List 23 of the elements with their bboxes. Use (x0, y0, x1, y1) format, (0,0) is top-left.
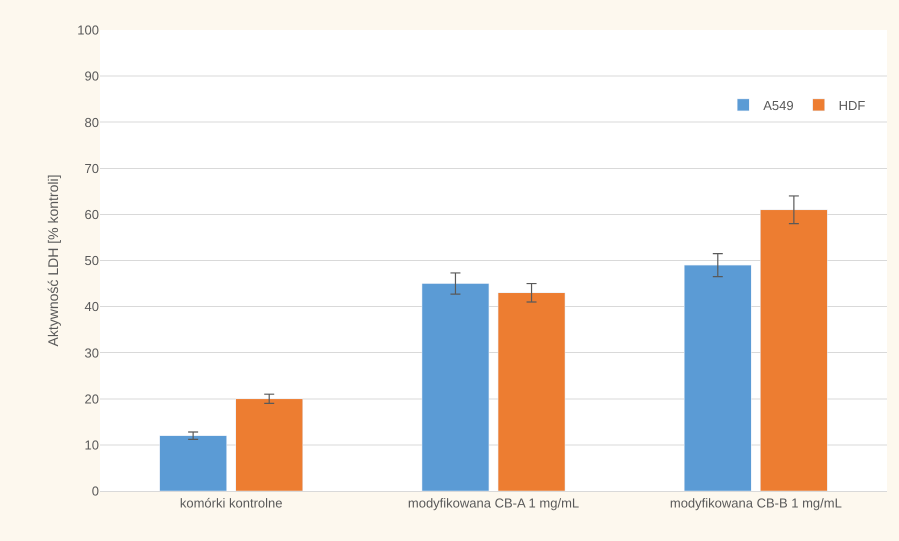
bar (235, 398, 303, 491)
y-tick-label: 0 (92, 484, 99, 499)
y-axis-title: Aktywność LDH [% kontroli] (44, 174, 61, 346)
x-tick-label: modyfikowana CB-A 1 mg/mL (408, 496, 580, 511)
y-tick-label: 60 (84, 206, 99, 222)
bar (159, 435, 227, 491)
bar (684, 264, 752, 491)
bar (760, 210, 828, 491)
legend-label: HDF (838, 98, 866, 113)
x-tick-label: modyfikowana CB-B 1 mg/mL (670, 496, 842, 511)
y-tick-label: 80 (84, 114, 99, 130)
y-tick-label: 70 (84, 160, 99, 176)
y-tick-label: 50 (84, 253, 99, 268)
legend-label: A549 (763, 98, 794, 113)
x-tick-label: komórki kontrolne (180, 496, 282, 511)
y-tick-label: 90 (84, 68, 99, 84)
bar (498, 292, 566, 491)
y-tick-label: 20 (84, 391, 99, 406)
y-tick-label: 100 (77, 22, 99, 38)
y-tick-label: 30 (84, 345, 99, 360)
y-tick-label: 10 (84, 437, 99, 452)
bar (422, 283, 490, 491)
y-tick-label: 40 (84, 299, 99, 314)
